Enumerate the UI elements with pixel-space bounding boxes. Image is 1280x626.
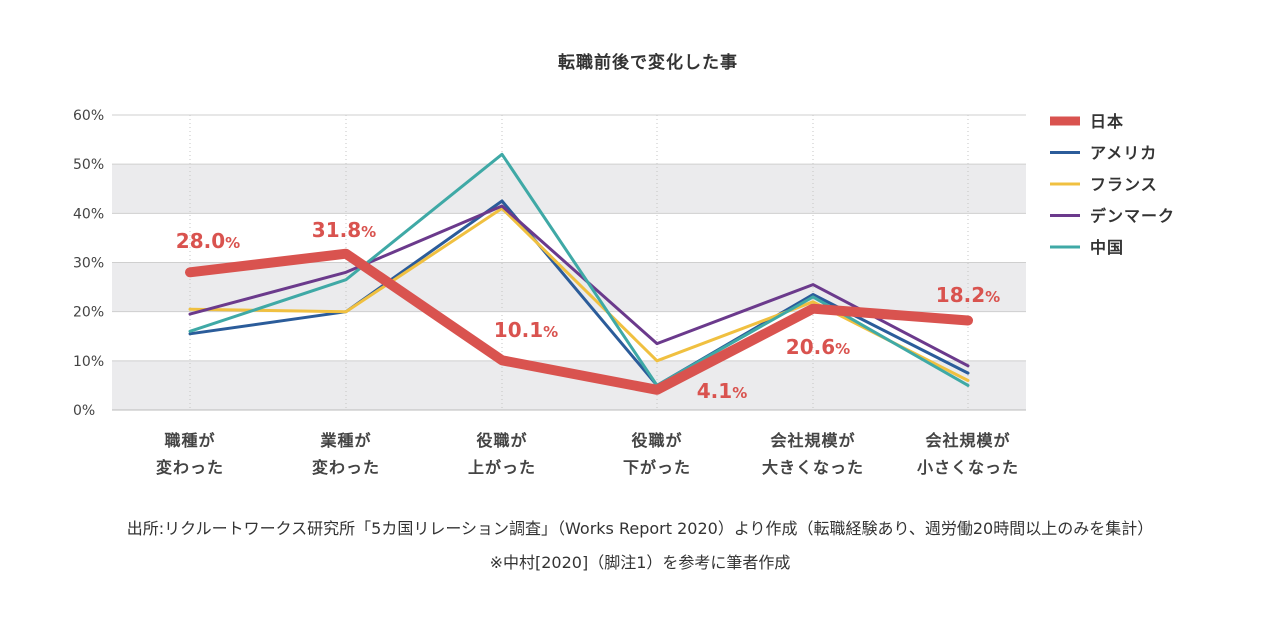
y-tick-label: 50% xyxy=(73,157,104,173)
series-line-japan xyxy=(185,248,973,395)
grid-band xyxy=(112,262,1026,312)
x-category-label: 業種が xyxy=(319,431,371,450)
data-label: 28.0% xyxy=(176,229,240,253)
legend-label: デンマーク xyxy=(1090,207,1175,226)
y-tick-label: 60% xyxy=(73,108,104,124)
x-category-label: 大きくなった xyxy=(762,458,864,477)
x-category-label: 下がった xyxy=(623,458,691,477)
x-category-label: 会社規模が xyxy=(770,431,855,450)
japan-data-labels: 28.0% 31.8% 10.1% 4.1% 20.6% 18.2% xyxy=(176,218,1000,403)
legend-label: アメリカ xyxy=(1090,144,1157,163)
x-category-label: 変わった xyxy=(312,458,380,477)
data-label: 4.1% xyxy=(697,379,747,403)
series-line-デンマーク xyxy=(188,204,970,368)
legend-label: 中国 xyxy=(1090,238,1124,257)
data-label: 10.1% xyxy=(494,318,558,342)
y-tick-label: 30% xyxy=(73,256,104,272)
legend-label: 日本 xyxy=(1090,112,1124,131)
chart-title: 転職前後で変化した事 xyxy=(558,52,738,73)
legend-label: フランス xyxy=(1090,175,1158,194)
x-category-label: 役職が xyxy=(476,431,527,450)
x-category-label: 上がった xyxy=(468,458,536,477)
grid-band xyxy=(112,164,1026,214)
data-label: 20.6% xyxy=(786,335,850,359)
y-axis-ticks: 0% 10% 20% 30% 40% 50% 60% xyxy=(73,108,104,419)
reference-note: ※中村[2020]（脚注1）を参考に筆者作成 xyxy=(489,553,791,572)
x-axis-categories: 職種が変わった業種が変わった役職が上がった役職が下がった会社規模が大きくなった会… xyxy=(156,431,1019,477)
y-tick-label: 20% xyxy=(73,305,104,321)
data-label: 31.8% xyxy=(312,218,376,242)
source-note: 出所:リクルートワークス研究所「5カ国リレーション調査」（Works Repor… xyxy=(126,519,1154,538)
data-label: 18.2% xyxy=(936,283,1000,307)
x-category-label: 職種が xyxy=(164,431,215,450)
x-category-label: 会社規模が xyxy=(925,431,1010,450)
y-tick-label: 0% xyxy=(73,403,95,419)
y-tick-label: 40% xyxy=(73,206,104,222)
x-category-label: 役職が xyxy=(631,431,682,450)
x-category-label: 小さくなった xyxy=(917,458,1019,477)
y-tick-label: 10% xyxy=(73,354,104,370)
series-lines xyxy=(185,152,973,395)
x-category-label: 変わった xyxy=(156,458,224,477)
